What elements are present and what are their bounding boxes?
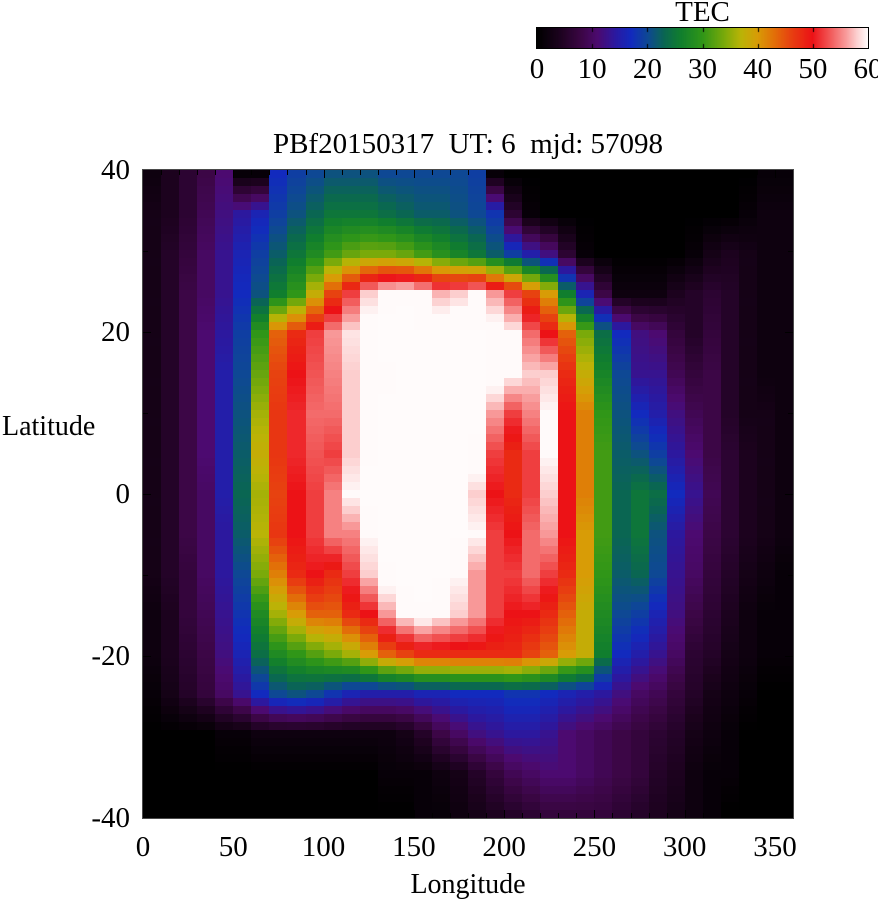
x-tick-label: 0 bbox=[135, 831, 151, 863]
x-tick-label: 150 bbox=[392, 831, 436, 863]
x-tick-label: 350 bbox=[753, 831, 797, 863]
colorbar-tick-label: 30 bbox=[688, 53, 717, 85]
y-tick-label: 40 bbox=[101, 154, 130, 186]
plot-area bbox=[142, 169, 794, 819]
colorbar-tick-label: 60 bbox=[853, 53, 878, 85]
colorbar-tick-label: 20 bbox=[632, 53, 662, 85]
tec-heatmap-canvas bbox=[143, 170, 793, 818]
colorbar-tick-label: 10 bbox=[577, 53, 607, 85]
x-tick-label: 300 bbox=[662, 831, 707, 863]
y-tick-label: -40 bbox=[91, 802, 130, 834]
x-tick-label: 200 bbox=[482, 831, 526, 863]
chart-title: PBf20150317 UT: 6 mjd: 57098 bbox=[272, 128, 664, 160]
colorbar-tick-label: 40 bbox=[743, 53, 773, 85]
y-tick-label: 20 bbox=[101, 316, 130, 348]
x-tick-label: 250 bbox=[572, 831, 617, 863]
y-tick-label: -20 bbox=[91, 640, 130, 672]
colorbar bbox=[536, 27, 869, 49]
colorbar-tick-label: 0 bbox=[529, 53, 545, 85]
x-axis-label: Longitude bbox=[410, 869, 526, 900]
x-tick-label: 50 bbox=[218, 831, 248, 863]
y-tick-label: 0 bbox=[115, 478, 131, 510]
x-tick-label: 100 bbox=[301, 831, 346, 863]
colorbar-tick-label: 50 bbox=[798, 53, 828, 85]
colorbar-title: TEC bbox=[675, 0, 730, 28]
y-axis-label: Latitude bbox=[2, 411, 96, 442]
colorbar-gradient bbox=[537, 28, 868, 48]
